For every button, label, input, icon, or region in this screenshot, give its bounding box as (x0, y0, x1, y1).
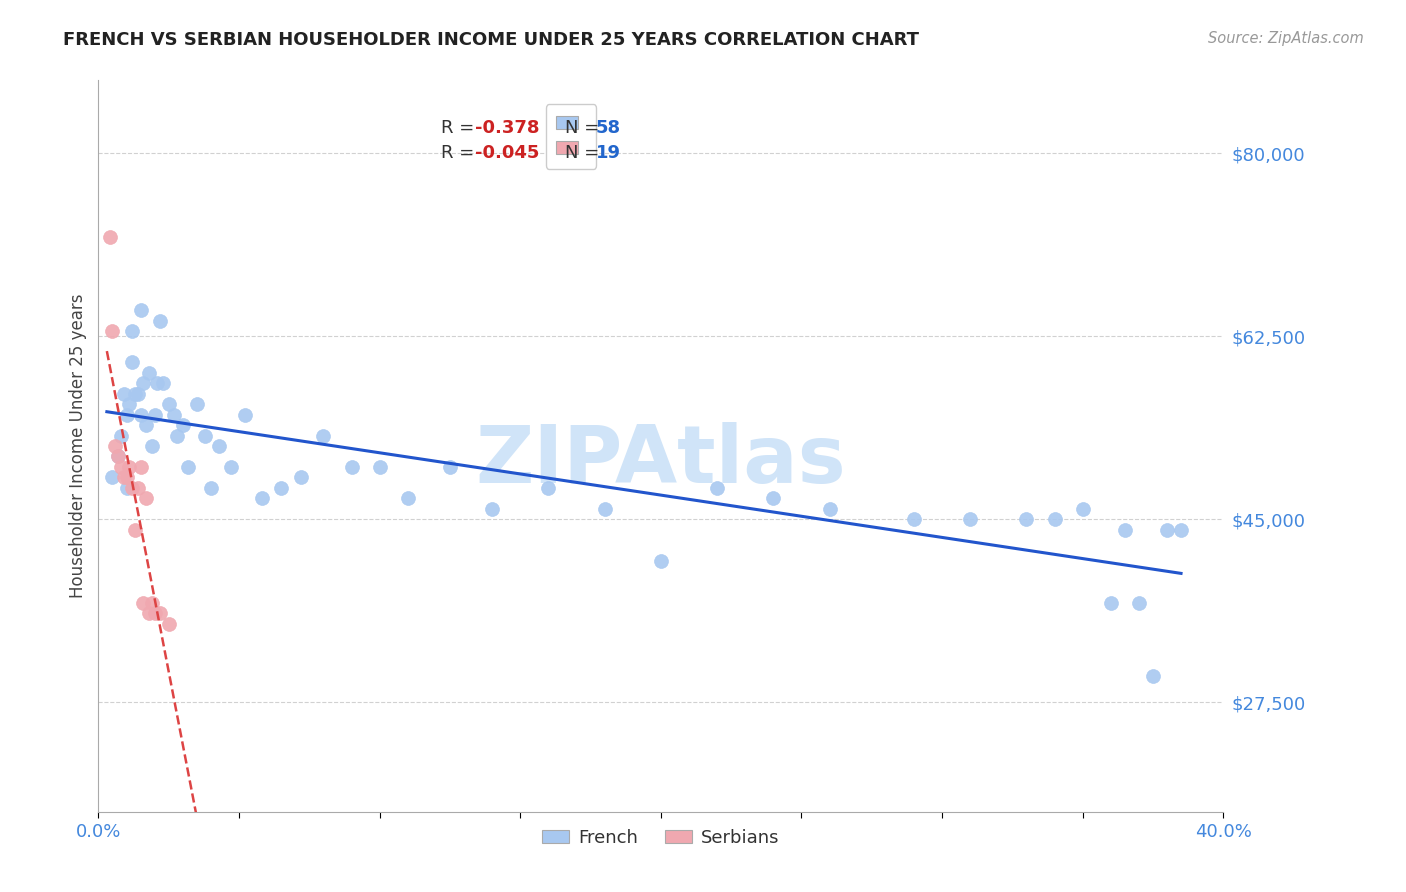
Point (439, 459, 461, 474)
Legend: French, Serbians: French, Serbians (534, 822, 787, 854)
Point (1170, 523, 1192, 537)
Point (340, 459, 363, 474)
Point (149, 606, 172, 620)
Point (101, 470, 124, 484)
Point (143, 408, 166, 422)
Point (593, 501, 616, 516)
Point (1071, 501, 1094, 516)
Text: N =: N = (565, 119, 599, 136)
Text: -0.045: -0.045 (475, 145, 540, 162)
Point (135, 418, 157, 433)
Point (1114, 523, 1136, 537)
Point (149, 313, 172, 327)
Point (1043, 512, 1066, 526)
Text: 19: 19 (596, 145, 620, 162)
Point (250, 491, 273, 506)
Point (157, 397, 180, 411)
Text: 58: 58 (596, 119, 620, 136)
Point (186, 397, 208, 411)
Text: R =: R = (441, 119, 475, 136)
Point (762, 491, 785, 506)
Point (138, 606, 160, 620)
Point (121, 481, 143, 495)
Point (270, 481, 292, 495)
Point (115, 408, 138, 422)
Point (903, 512, 925, 526)
Point (107, 450, 129, 464)
Point (194, 428, 217, 442)
Text: Source: ZipAtlas.com: Source: ZipAtlas.com (1208, 31, 1364, 46)
Point (312, 428, 335, 442)
Text: N =: N = (565, 145, 599, 162)
Point (233, 408, 256, 422)
Point (110, 459, 132, 474)
Point (208, 439, 231, 453)
Point (200, 481, 222, 495)
Y-axis label: Householder Income Under 25 years: Householder Income Under 25 years (69, 293, 87, 599)
Point (818, 501, 841, 516)
Point (129, 459, 152, 474)
Point (121, 324, 143, 338)
Point (172, 418, 194, 433)
Point (118, 459, 141, 474)
Point (368, 459, 391, 474)
Point (1128, 596, 1150, 610)
Point (127, 386, 149, 401)
Point (650, 554, 672, 568)
Point (141, 439, 163, 453)
Point (135, 491, 157, 506)
Point (959, 512, 981, 526)
Point (706, 481, 728, 495)
Point (129, 303, 152, 318)
Point (166, 428, 188, 442)
Point (157, 616, 180, 631)
Point (124, 386, 146, 401)
Point (138, 366, 160, 380)
Point (481, 501, 503, 516)
Text: R =: R = (441, 145, 475, 162)
Point (127, 481, 149, 495)
Point (132, 596, 155, 610)
Point (146, 376, 169, 391)
Point (177, 459, 200, 474)
Text: -0.378: -0.378 (475, 119, 540, 136)
Point (101, 324, 124, 338)
Point (152, 376, 174, 391)
Point (1142, 669, 1164, 683)
Point (107, 450, 129, 464)
Point (115, 481, 138, 495)
Point (112, 386, 135, 401)
Point (1156, 523, 1178, 537)
Point (115, 470, 138, 484)
Point (141, 596, 163, 610)
Point (1099, 596, 1122, 610)
Point (290, 470, 312, 484)
Point (143, 606, 166, 620)
Point (104, 439, 127, 453)
Point (163, 408, 186, 422)
Point (118, 397, 141, 411)
Point (537, 481, 560, 495)
Point (98, 230, 121, 244)
Text: ZIPAtlas: ZIPAtlas (475, 422, 846, 500)
Point (219, 459, 242, 474)
Point (110, 428, 132, 442)
Text: FRENCH VS SERBIAN HOUSEHOLDER INCOME UNDER 25 YEARS CORRELATION CHART: FRENCH VS SERBIAN HOUSEHOLDER INCOME UND… (63, 31, 920, 49)
Point (396, 491, 419, 506)
Point (132, 376, 155, 391)
Point (129, 408, 152, 422)
Point (121, 355, 143, 369)
Point (112, 470, 135, 484)
Point (124, 523, 146, 537)
Point (1015, 512, 1038, 526)
